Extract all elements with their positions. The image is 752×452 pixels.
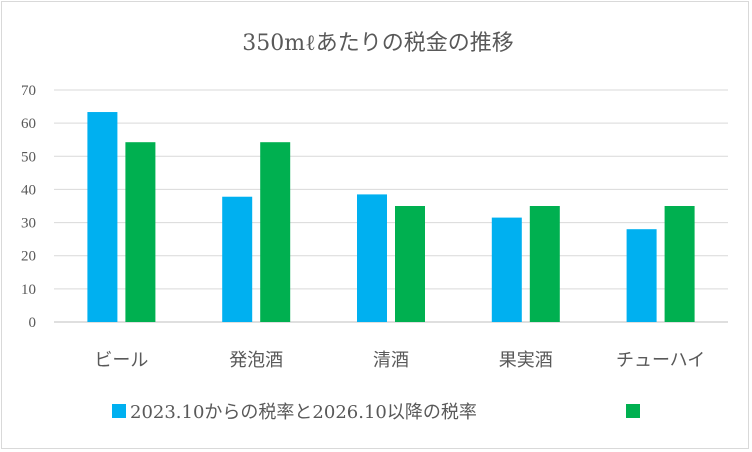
bar-series-1-4 [491,217,522,322]
gridlines [54,89,728,323]
y-tick-label: 40 [21,182,36,198]
chart-title: 350mℓあたりの税金の推移 [242,31,513,56]
legend-swatch-series-2 [626,404,640,418]
y-tick-label: 30 [21,216,36,232]
bar-series-1-5 [626,229,657,322]
y-tick-label: 0 [29,315,37,331]
bar-series-2-3 [395,206,425,322]
x-axis-categories: ビール 発泡酒 清酒 果実酒 チューハイ [94,350,705,371]
y-tick-label: 50 [21,149,36,165]
bar-series-1-1 [87,112,118,322]
bar-series-2-1 [125,142,156,322]
bar-series-2-5 [664,206,695,322]
bar-series-2-2 [260,142,291,322]
x-category-label: ビール [94,350,148,371]
y-tick-label: 10 [21,282,36,298]
x-category-label: 発泡酒 [229,350,283,371]
bars [87,112,695,322]
bar-series-1-3 [357,194,387,322]
y-tick-label: 60 [21,116,36,132]
bar-series-2-4 [529,206,560,322]
x-category-label: 果実酒 [499,350,553,371]
legend-swatch-series-1 [112,404,126,418]
x-category-label: 清酒 [373,350,409,371]
bar-series-1-2 [222,196,253,322]
y-tick-label: 70 [21,83,36,99]
y-tick-label: 20 [21,249,36,265]
legend: 2023.10からの税率と2026.10以降の税率 [112,402,640,423]
legend-label-series-1: 2023.10からの税率と2026.10以降の税率 [130,402,477,423]
x-category-label: チューハイ [616,350,705,371]
y-axis-ticks: 0 10 20 30 40 50 60 70 [21,83,36,331]
